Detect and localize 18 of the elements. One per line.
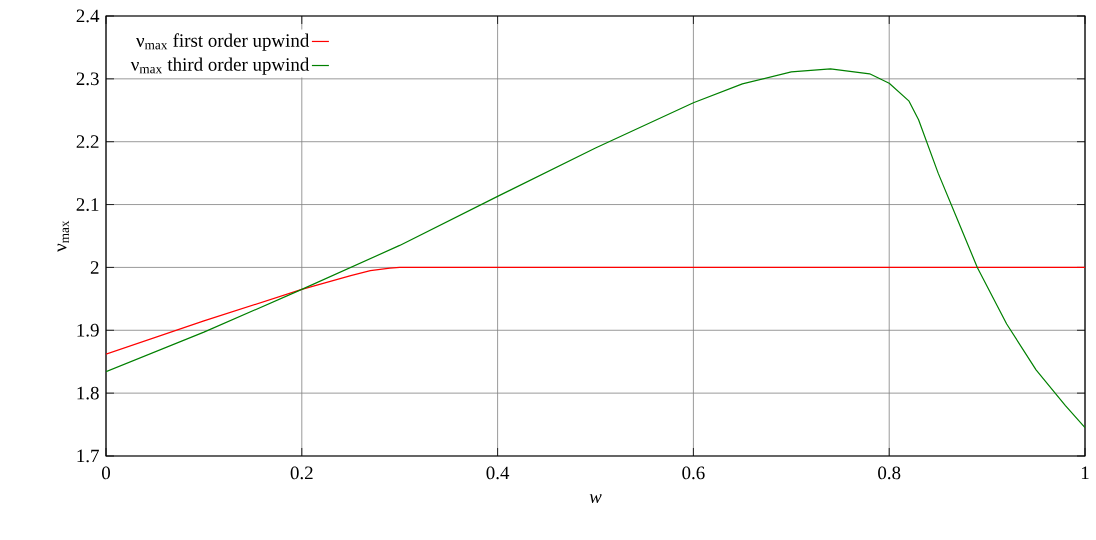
y-tick-label: 2 <box>90 261 99 274</box>
x-tick-label: 0.6 <box>682 466 705 480</box>
y-tick-label: 1.8 <box>77 386 99 400</box>
y-tick-label: 1.7 <box>77 449 99 463</box>
y-tick-label: 2.4 <box>76 9 100 23</box>
x-tick-label: 0.8 <box>878 466 901 480</box>
x-tick-label: 0.2 <box>290 466 313 480</box>
legend-label: ν$_{max}$ third order upwind <box>130 57 310 75</box>
y-tick-label: 1.9 <box>77 323 99 337</box>
y-tick-label: 2.3 <box>76 72 99 86</box>
x-tick-label: 0 <box>101 466 111 480</box>
y-tick-label: 2.1 <box>76 198 99 211</box>
legend-label: ν$_{max}$ first order upwind <box>136 33 310 51</box>
y-tick-label: 2.2 <box>76 135 99 149</box>
x-tick-label: 0.4 <box>486 466 510 480</box>
y-axis-title: ν$_{max}$ <box>57 220 70 252</box>
x-tick-label: 1 <box>1081 466 1089 479</box>
x-axis-title: w <box>589 494 602 504</box>
